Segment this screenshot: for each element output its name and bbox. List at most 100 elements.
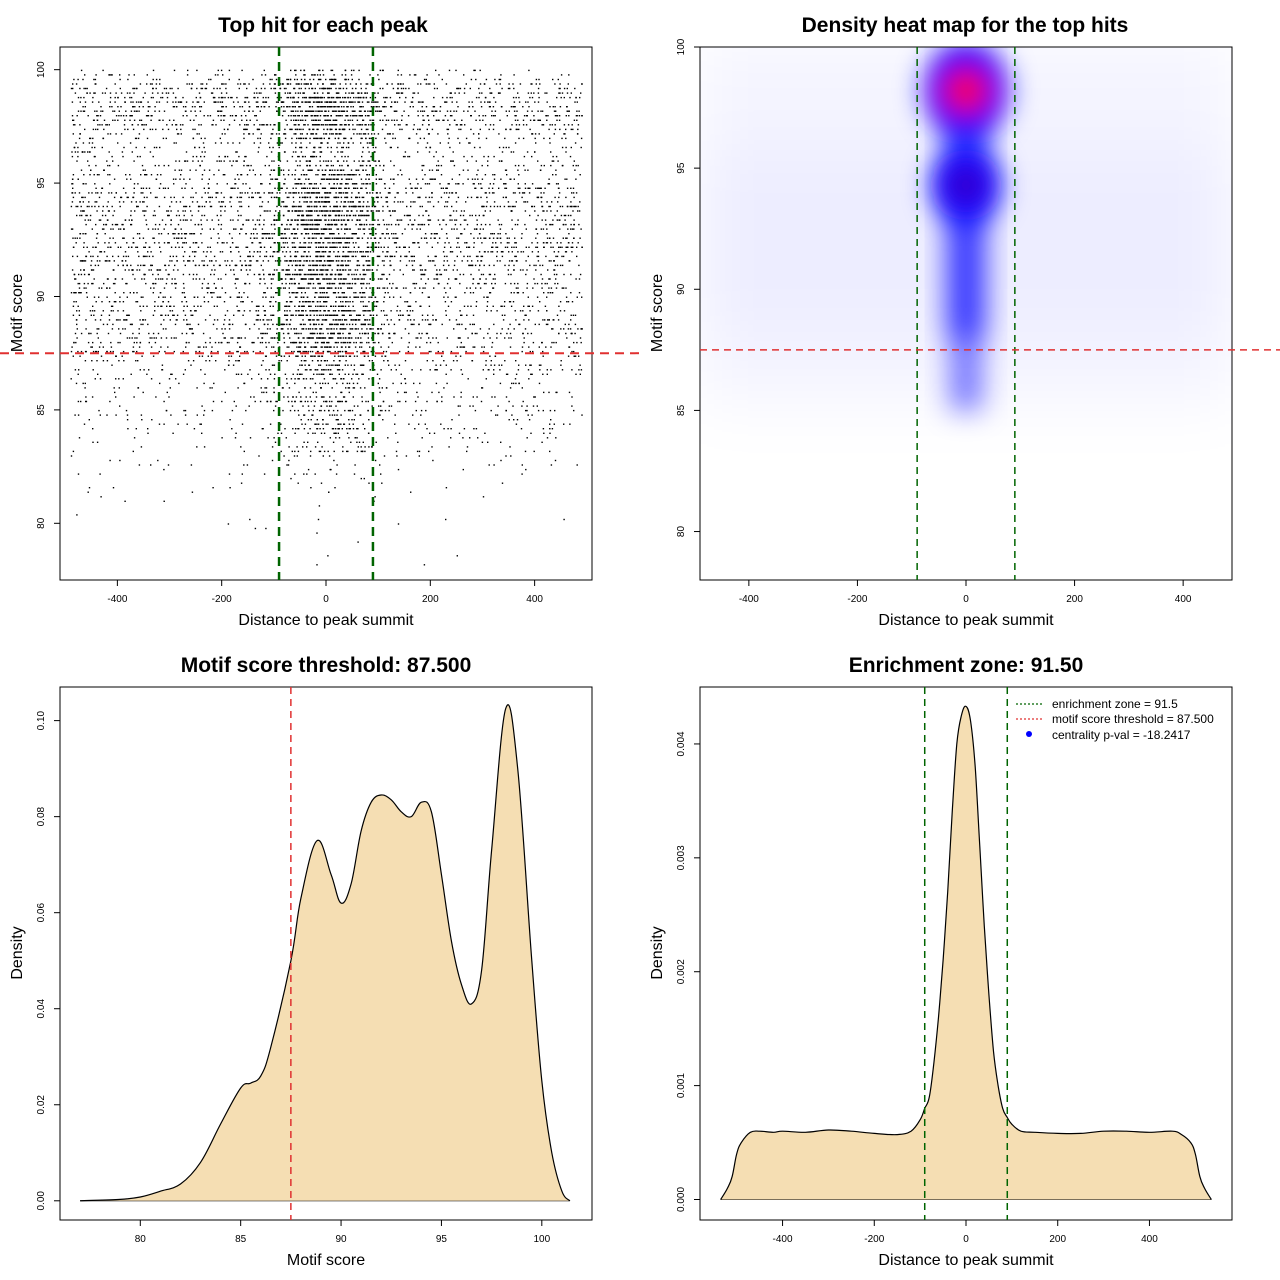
scatter-point (511, 246, 513, 248)
scatter-point (167, 314, 169, 316)
scatter-point (362, 310, 364, 312)
scatter-point (540, 192, 542, 194)
scatter-point (520, 237, 523, 239)
scatter-point (494, 101, 497, 103)
scatter-point (137, 360, 139, 362)
scatter-point (538, 133, 540, 135)
scatter-point (126, 419, 129, 421)
scatter-point (331, 242, 334, 244)
scatter-point (185, 205, 188, 208)
scatter-point (492, 183, 495, 185)
scatter-point (403, 246, 405, 248)
scatter-point (309, 205, 311, 208)
scatter-point (456, 101, 458, 103)
scatter-point (549, 292, 551, 294)
scatter-point (105, 223, 108, 226)
scatter-point (108, 124, 110, 126)
scatter-point (503, 305, 506, 307)
scatter-point (89, 219, 92, 221)
scatter-point (252, 341, 254, 344)
scatter-point (516, 260, 518, 262)
scatter-point (363, 255, 365, 258)
scatter-point (549, 409, 552, 412)
scatter-point (499, 83, 501, 85)
scatter-point (123, 237, 125, 239)
scatter-point (182, 106, 185, 108)
scatter-point (320, 373, 322, 375)
scatter-point (259, 400, 262, 403)
scatter-point (567, 246, 569, 248)
scatter-point (454, 260, 456, 262)
scatter-point (349, 296, 351, 298)
scatter-point (123, 146, 125, 149)
scatter-point (367, 237, 369, 239)
scatter-point (452, 360, 455, 362)
scatter-point (446, 192, 448, 194)
scatter-point (355, 174, 357, 176)
scatter-point (368, 115, 370, 117)
scatter-point (165, 328, 167, 330)
scatter-point (270, 314, 272, 316)
scatter-point (154, 223, 157, 226)
scatter-point (507, 87, 510, 90)
scatter-point (120, 106, 122, 108)
scatter-point (133, 92, 135, 94)
scatter-point (129, 142, 132, 144)
scatter-point (147, 115, 150, 117)
scatter-point (535, 269, 537, 271)
scatter-point (71, 155, 74, 158)
scatter-point (341, 323, 343, 326)
scatter-point (72, 119, 75, 121)
scatter-point (177, 242, 179, 244)
scatter-point (404, 378, 406, 380)
scatter-point (126, 414, 129, 416)
scatter-point (82, 78, 84, 81)
scatter-point (568, 323, 570, 326)
scatter-point (419, 128, 421, 131)
scatter-point (83, 423, 86, 425)
scatter-point (223, 323, 225, 326)
scatter-point (219, 296, 222, 298)
scatter-point (166, 124, 168, 126)
scatter-point (258, 242, 261, 244)
scatter-point (280, 233, 282, 235)
scatter-point (330, 305, 333, 307)
scatter-point (457, 87, 459, 90)
scatter-point (414, 219, 416, 221)
scatter-point (333, 328, 335, 330)
scatter-point (187, 69, 189, 72)
scatter-point (324, 187, 327, 189)
scatter-point (484, 251, 486, 253)
scatter-point (505, 187, 508, 189)
scatter-point (132, 273, 134, 276)
scatter-point (400, 373, 402, 375)
scatter-point (196, 201, 199, 203)
scatter-point (567, 124, 570, 126)
scatter-point (393, 183, 395, 185)
scatter-point (320, 337, 322, 339)
scatter-point (506, 237, 508, 239)
scatter-point (158, 233, 160, 235)
scatter-point (541, 441, 543, 443)
scatter-point (474, 187, 476, 189)
scatter-point (446, 205, 448, 208)
scatter-point (395, 246, 398, 248)
scatter-point (483, 346, 485, 348)
scatter-point (236, 151, 238, 153)
scatter-point (422, 101, 424, 103)
scatter-point (174, 246, 177, 248)
scatter-point (125, 255, 127, 258)
scatter-point (142, 106, 144, 108)
scatter-point (245, 115, 247, 117)
scatter-point (564, 178, 566, 180)
scatter-point (224, 210, 226, 212)
scatter-point (94, 92, 96, 94)
scatter-point (544, 187, 546, 189)
scatter-point (481, 178, 484, 180)
scatter-point (172, 269, 175, 271)
scatter-point (493, 464, 495, 466)
scatter-point (540, 228, 542, 230)
scatter-point (228, 233, 231, 235)
scatter-point (199, 423, 201, 425)
scatter-point (98, 328, 100, 330)
